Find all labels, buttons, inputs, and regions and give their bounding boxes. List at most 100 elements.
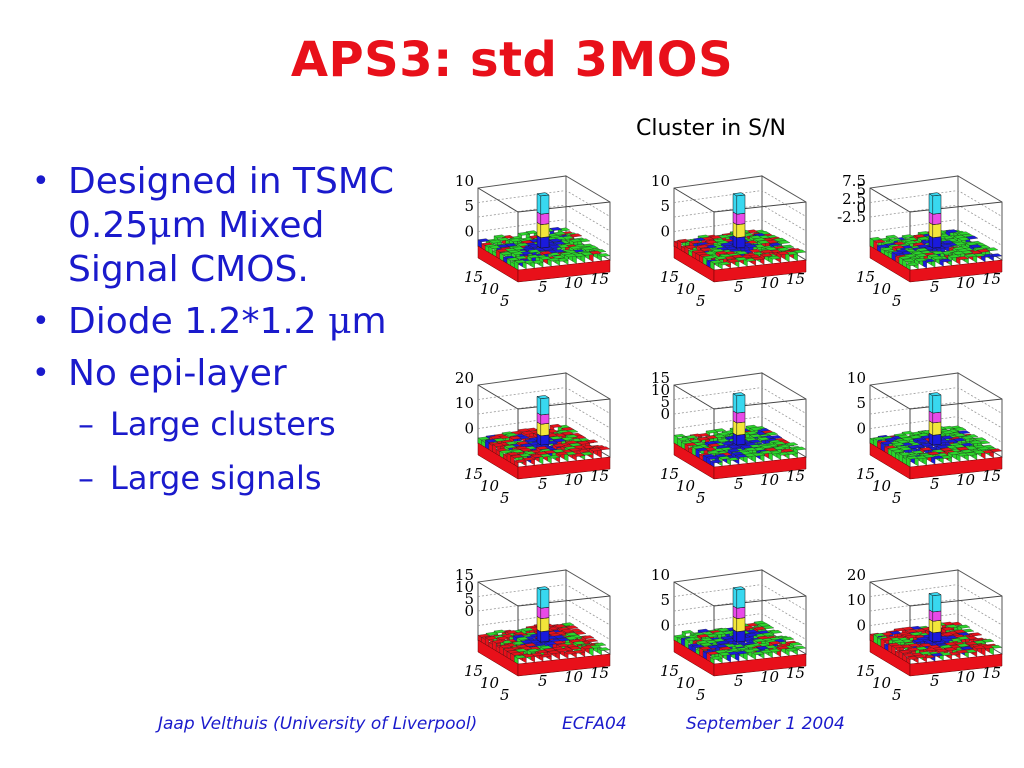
floor-bin <box>573 631 587 635</box>
floor-bin <box>552 443 566 448</box>
floor-bin <box>709 235 723 240</box>
floor-bin <box>906 647 920 652</box>
bullet-dot-icon: • <box>32 304 50 339</box>
floor-bin <box>892 245 905 249</box>
floor-bin <box>706 456 720 460</box>
y-tick-label: 5 <box>734 278 744 296</box>
floor-bin <box>939 258 953 263</box>
floor-bin <box>511 251 525 256</box>
y-tick-label: 10 <box>760 471 780 489</box>
floor-bin <box>684 245 698 249</box>
x-tick-label: 15 <box>464 268 483 286</box>
base-slab <box>517 259 611 283</box>
floor-bin <box>555 648 569 653</box>
floor-bin <box>549 424 563 428</box>
x-tick-label: 15 <box>464 662 483 680</box>
floor-bin <box>776 251 790 255</box>
floor-bin <box>543 450 557 454</box>
floor-bin <box>756 646 770 650</box>
floor-bin <box>512 246 525 251</box>
bullet-dot-icon: • <box>32 164 50 199</box>
floor-bin <box>726 259 740 263</box>
floor-bin <box>569 233 583 238</box>
x-tick-label: 15 <box>464 465 483 483</box>
peak-bin <box>732 192 746 197</box>
y-tick-label: 5 <box>734 672 744 690</box>
z-tick-label: 0 <box>856 419 866 437</box>
floor-bin <box>940 244 954 248</box>
floor-bin <box>784 647 799 652</box>
floor-bin <box>539 645 553 650</box>
floor-bin <box>492 443 505 447</box>
grid-line <box>477 598 611 626</box>
floor-bin <box>585 439 599 444</box>
peak-bin <box>536 586 550 591</box>
z-tick-label: -2.5 <box>837 208 866 226</box>
floor-bin <box>941 240 954 244</box>
y-tick-label: 5 <box>538 278 548 296</box>
floor-bin <box>909 632 922 636</box>
floor-bin <box>985 247 999 252</box>
floor-bin <box>561 628 575 633</box>
floor-bin <box>492 639 505 644</box>
floor-bin <box>514 255 528 260</box>
floor-bin <box>922 258 936 263</box>
floor-bin <box>759 450 774 454</box>
floor-bin <box>777 240 791 244</box>
floor-bin <box>561 622 575 627</box>
floor-bin <box>713 631 726 636</box>
floor-bin <box>940 637 954 642</box>
floor-bin <box>889 237 902 242</box>
floor-bin <box>695 447 709 452</box>
x-tick-label: 5 <box>892 686 902 704</box>
floor-bin <box>764 447 778 452</box>
bullet-list: • Designed in TSMC 0.25μm Mixed Signal C… <box>28 160 438 512</box>
lego-plot: 15 10 5 0 15 10 5 5 10 15 <box>636 355 821 515</box>
floor-bin <box>915 247 929 252</box>
floor-bin <box>731 254 745 259</box>
z-tick-label: 10 <box>455 394 474 412</box>
floor-bin <box>880 637 894 641</box>
floor-bin <box>696 244 709 249</box>
floor-bin <box>488 245 502 249</box>
floor-bin <box>936 445 950 449</box>
floor-bin <box>521 430 535 435</box>
floor-bin <box>727 448 741 453</box>
floor-bin <box>717 627 731 632</box>
plots-caption: Cluster in S/N <box>636 116 786 141</box>
floor-bin <box>535 446 549 450</box>
x-tick-label: 5 <box>892 489 902 507</box>
floor-bin <box>981 638 995 643</box>
y-tick-label: 15 <box>786 270 805 288</box>
floor-bin <box>688 240 702 244</box>
floor-bin <box>530 454 544 458</box>
floor-bin <box>580 645 594 650</box>
grid-line <box>869 219 1003 246</box>
bullet-epi: • No epi-layer <box>28 352 438 396</box>
grid-line <box>477 416 611 443</box>
floor-bin <box>873 633 886 637</box>
floor-bin <box>760 444 774 449</box>
floor-bin <box>696 436 710 441</box>
y-tick-label: 10 <box>956 471 976 489</box>
grid-line <box>477 219 611 246</box>
floor-bin <box>956 643 970 648</box>
floor-bin <box>597 647 611 651</box>
floor-bin <box>705 429 719 434</box>
floor-bin <box>509 436 522 440</box>
floor-bin <box>743 649 757 653</box>
floor-bin <box>569 238 583 243</box>
floor-bin <box>885 234 899 239</box>
bullet-text-tail: m Mixed Signal CMOS. <box>68 205 325 290</box>
floor-bin <box>965 235 979 240</box>
floor-bin <box>552 241 566 245</box>
floor-bin <box>776 645 790 650</box>
floor-bin <box>777 247 791 252</box>
floor-bin <box>873 436 886 441</box>
floor-bin <box>707 645 721 649</box>
floor-bin <box>901 430 915 435</box>
floor-bin <box>505 432 518 437</box>
floor-bin <box>544 641 558 646</box>
